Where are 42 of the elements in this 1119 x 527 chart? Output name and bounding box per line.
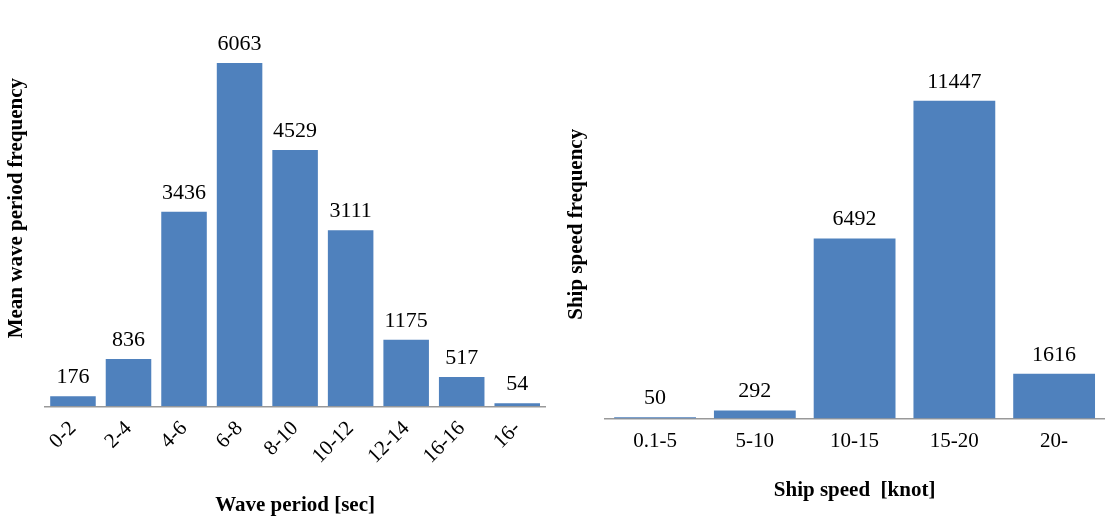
bar bbox=[327, 230, 374, 407]
x-tick-label: 8-10 bbox=[258, 415, 303, 460]
x-tick-label: 10-15 bbox=[830, 427, 880, 452]
data-label: 176 bbox=[56, 363, 90, 389]
data-label: 1616 bbox=[1032, 340, 1077, 366]
x-tick-label: 0-2 bbox=[43, 415, 81, 453]
data-label: 517 bbox=[445, 343, 479, 369]
data-label: 6063 bbox=[217, 29, 262, 55]
x-tick-label: 0.1-5 bbox=[633, 427, 677, 452]
bar bbox=[1013, 373, 1096, 419]
x-tick-label: 5-10 bbox=[735, 427, 775, 452]
bar bbox=[494, 403, 540, 407]
data-label: 54 bbox=[506, 370, 529, 396]
x-tick-label: 16- bbox=[487, 415, 525, 453]
bar bbox=[913, 100, 996, 419]
x-axis-title: Wave period [sec] bbox=[215, 491, 375, 516]
bar bbox=[272, 149, 318, 407]
bar bbox=[813, 238, 896, 419]
data-label: 3436 bbox=[162, 178, 207, 204]
data-label: 50 bbox=[644, 383, 667, 409]
bar bbox=[216, 63, 263, 407]
y-axis-title: Mean wave period frequency bbox=[3, 77, 28, 339]
data-label: 292 bbox=[738, 377, 772, 403]
data-label: 4529 bbox=[273, 116, 318, 142]
bar bbox=[50, 396, 96, 407]
x-tick-label: 4-6 bbox=[154, 415, 192, 453]
x-tick-label: 20- bbox=[1040, 427, 1069, 452]
bar bbox=[383, 339, 429, 407]
x-tick-label: 6-8 bbox=[210, 415, 247, 453]
data-label: 6492 bbox=[832, 205, 877, 231]
x-tick-label: 15-20 bbox=[929, 427, 979, 452]
x-axis-title: Ship speed [knot] bbox=[773, 476, 936, 501]
x-tick-label: 2-4 bbox=[99, 415, 137, 453]
bar bbox=[713, 410, 796, 419]
bar bbox=[438, 377, 485, 407]
data-label: 1175 bbox=[384, 306, 428, 332]
data-label: 836 bbox=[112, 325, 145, 351]
bar bbox=[161, 211, 207, 407]
bar bbox=[105, 359, 152, 407]
data-label: 11447 bbox=[927, 67, 982, 93]
data-label: 3111 bbox=[329, 196, 372, 222]
y-axis-title: Ship speed frequency bbox=[563, 128, 588, 320]
